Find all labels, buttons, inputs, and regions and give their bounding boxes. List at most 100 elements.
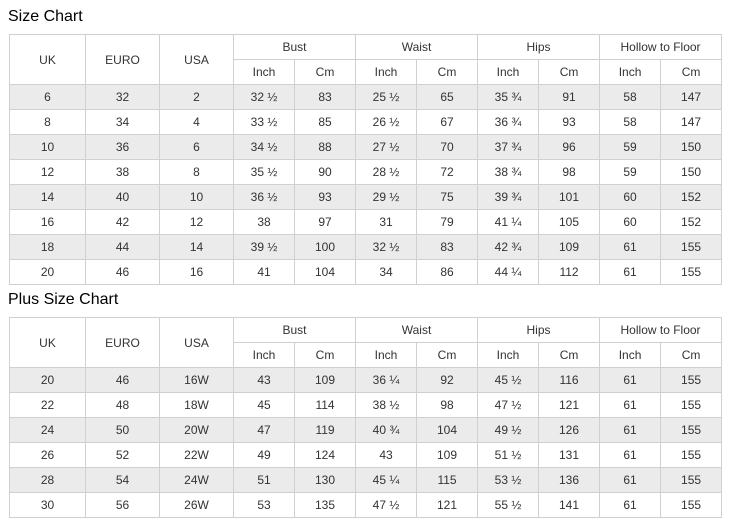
cell: 61 xyxy=(599,417,662,443)
cell: 61 xyxy=(599,467,662,493)
cell: 130 xyxy=(293,467,357,493)
group-header: Hollow to Floor xyxy=(599,34,723,60)
table-title: Plus Size Chart xyxy=(8,291,119,308)
cell: 43 xyxy=(233,367,295,393)
cell: 32 xyxy=(85,84,160,110)
cell: 104 xyxy=(416,417,479,443)
cell: 72 xyxy=(416,159,479,185)
sub-header: Cm xyxy=(416,342,479,368)
cell: 42 ¾ xyxy=(477,234,540,260)
cell: 25 ½ xyxy=(355,84,418,110)
cell: 109 xyxy=(416,442,479,468)
cell: 61 xyxy=(599,367,662,393)
cell: 93 xyxy=(538,109,601,135)
cell: 121 xyxy=(416,492,479,518)
data-row: 22 48 18W 45 114 38 ½ 98 47 ½ 121 61 155 xyxy=(9,392,723,418)
cell: 24 xyxy=(9,417,86,443)
cell: 40 xyxy=(85,184,160,210)
cell: 18W xyxy=(159,392,234,418)
cell: 32 ½ xyxy=(233,84,295,110)
cell: 105 xyxy=(538,209,601,235)
data-row: 20 46 16W 43 109 36 ¼ 92 45 ½ 116 61 155 xyxy=(9,367,723,393)
cell: 58 xyxy=(599,84,662,110)
cell: 22W xyxy=(159,442,234,468)
cell: 150 xyxy=(660,134,723,160)
cell: 16 xyxy=(9,209,86,235)
cell: 83 xyxy=(293,84,357,110)
size-table: UK EURO USA Bust Waist Hips Hollow to Floor Inc… xyxy=(9,317,723,518)
cell: 43 xyxy=(355,442,418,468)
data-row: 24 50 20W 47 119 40 ¾ 104 49 ½ 126 61 155 xyxy=(9,417,723,443)
cell: 49 xyxy=(233,442,295,468)
cell: 36 xyxy=(85,134,160,160)
cell: 75 xyxy=(416,184,479,210)
cell: 28 xyxy=(9,467,86,493)
cell: 155 xyxy=(660,467,723,493)
cell: 38 ½ xyxy=(355,392,418,418)
cell: 32 ½ xyxy=(355,234,418,260)
cell: 29 ½ xyxy=(355,184,418,210)
cell: 47 ½ xyxy=(355,492,418,518)
cell: 26 xyxy=(9,442,86,468)
cell: 136 xyxy=(538,467,601,493)
data-row: 6 32 2 32 ½ 83 25 ½ 65 35 ¾ 91 58 147 xyxy=(9,84,723,110)
cell: 61 xyxy=(599,492,662,518)
column-header: EURO xyxy=(85,317,160,368)
cell: 83 xyxy=(416,234,479,260)
cell: 8 xyxy=(9,109,86,135)
cell: 44 xyxy=(85,234,160,260)
cell: 70 xyxy=(416,134,479,160)
data-row: 28 54 24W 51 130 45 ¼ 115 53 ½ 136 61 155 xyxy=(9,467,723,493)
sub-header: Inch xyxy=(599,59,662,85)
cell: 92 xyxy=(416,367,479,393)
sub-header: Inch xyxy=(477,59,540,85)
cell: 155 xyxy=(660,259,723,285)
cell: 93 xyxy=(293,184,357,210)
sub-header: Cm xyxy=(660,59,723,85)
cell: 8 xyxy=(159,159,234,185)
cell: 61 xyxy=(599,442,662,468)
cell: 46 xyxy=(85,367,160,393)
cell: 45 ¼ xyxy=(355,467,418,493)
data-row: 18 44 14 39 ½ 100 32 ½ 83 42 ¾ 109 61 155 xyxy=(9,234,723,260)
cell: 45 ½ xyxy=(477,367,540,393)
cell: 36 ¾ xyxy=(477,109,540,135)
cell: 98 xyxy=(538,159,601,185)
group-header: Waist xyxy=(355,34,479,60)
cell: 109 xyxy=(538,234,601,260)
cell: 104 xyxy=(293,259,357,285)
cell: 109 xyxy=(293,367,357,393)
cell: 14 xyxy=(9,184,86,210)
cell: 131 xyxy=(538,442,601,468)
data-row: 26 52 22W 49 124 43 109 51 ½ 131 61 155 xyxy=(9,442,723,468)
group-header: Hips xyxy=(477,317,601,343)
cell: 6 xyxy=(159,134,234,160)
cell: 36 ½ xyxy=(233,184,295,210)
cell: 49 ½ xyxy=(477,417,540,443)
cell: 155 xyxy=(660,442,723,468)
cell: 14 xyxy=(159,234,234,260)
column-header: UK xyxy=(9,317,86,368)
cell: 59 xyxy=(599,134,662,160)
data-row: 30 56 26W 53 135 47 ½ 121 55 ½ 141 61 155 xyxy=(9,492,723,518)
cell: 141 xyxy=(538,492,601,518)
cell: 55 ½ xyxy=(477,492,540,518)
cell: 67 xyxy=(416,109,479,135)
column-header: USA xyxy=(159,34,234,85)
sub-header: Cm xyxy=(293,59,357,85)
cell: 27 ½ xyxy=(355,134,418,160)
cell: 90 xyxy=(293,159,357,185)
cell: 53 ½ xyxy=(477,467,540,493)
table-title: Size Chart xyxy=(8,8,83,25)
cell: 152 xyxy=(660,209,723,235)
cell: 40 ¾ xyxy=(355,417,418,443)
cell: 52 xyxy=(85,442,160,468)
cell: 24W xyxy=(159,467,234,493)
cell: 37 ¾ xyxy=(477,134,540,160)
cell: 20 xyxy=(9,259,86,285)
cell: 86 xyxy=(416,259,479,285)
column-header: UK xyxy=(9,34,86,85)
cell: 6 xyxy=(9,84,86,110)
cell: 34 xyxy=(355,259,418,285)
